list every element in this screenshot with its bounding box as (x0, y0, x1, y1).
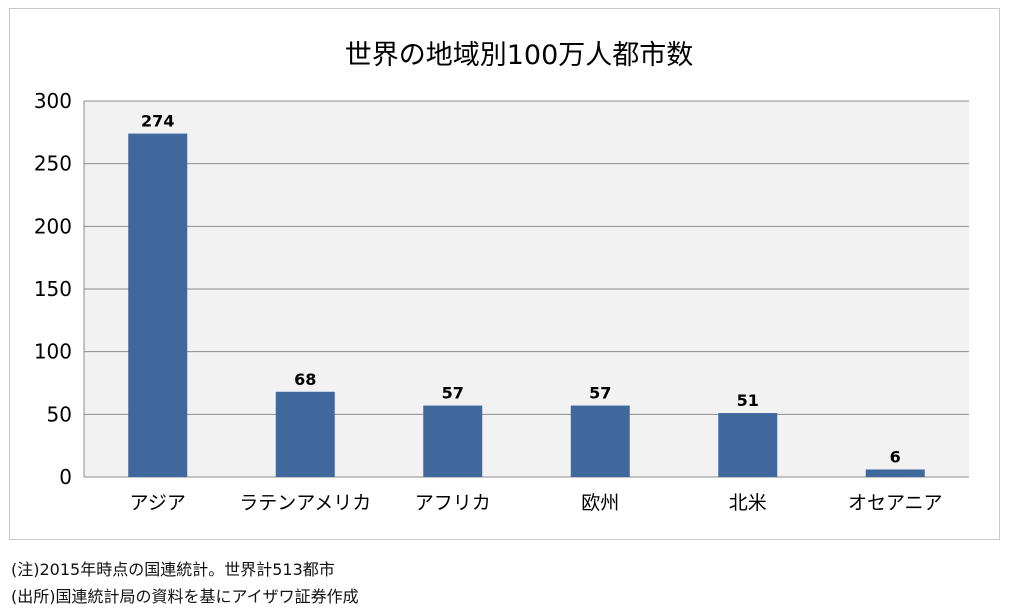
note-line: (注)2015年時点の国連統計。世界計513都市 (11, 560, 335, 579)
x-tick-label: 欧州 (581, 492, 619, 514)
y-tick-label: 200 (34, 214, 72, 238)
data-label: 68 (294, 370, 316, 389)
bar (275, 391, 335, 477)
y-tick-label: 300 (34, 89, 72, 113)
x-tick-label: 北米 (729, 492, 767, 514)
y-tick-label: 50 (47, 402, 72, 426)
y-tick-label: 250 (34, 152, 72, 176)
x-tick-label: アフリカ (415, 492, 491, 514)
chart-title: 世界の地域別100万人都市数 (345, 40, 694, 71)
data-label: 57 (442, 384, 464, 403)
footnotes: (注)2015年時点の国連統計。世界計513都市 (出所)国連統計局の資料を基に… (11, 556, 359, 610)
bar (570, 405, 630, 477)
bar (128, 133, 188, 477)
data-label: 6 (890, 447, 901, 466)
bar (718, 413, 778, 477)
bar (865, 469, 925, 477)
plot-area: 0 50 100 150 200 250 300 274 アジア 68 ラテンアメリカ 57 アフリカ 5… (34, 89, 969, 514)
data-label: 57 (589, 384, 611, 403)
y-tick-label: 0 (59, 465, 72, 489)
bar (423, 405, 483, 477)
chart-frame: 世界の地域別100万人都市数 0 50 100 150 200 250 300 274 アジア 6… (9, 8, 1000, 540)
data-label: 274 (141, 112, 174, 131)
x-tick-label: ラテンアメリカ (239, 492, 371, 514)
x-tick-label: アジア (130, 492, 186, 514)
bar-chart: 世界の地域別100万人都市数 0 50 100 150 200 250 300 274 アジア 6… (34, 40, 969, 514)
x-tick-label: オセアニア (848, 492, 943, 514)
data-label: 51 (737, 391, 759, 410)
y-tick-label: 150 (34, 277, 72, 301)
source-line: (出所)国連統計局の資料を基にアイザワ証券作成 (11, 587, 359, 606)
y-tick-label: 100 (34, 340, 72, 364)
